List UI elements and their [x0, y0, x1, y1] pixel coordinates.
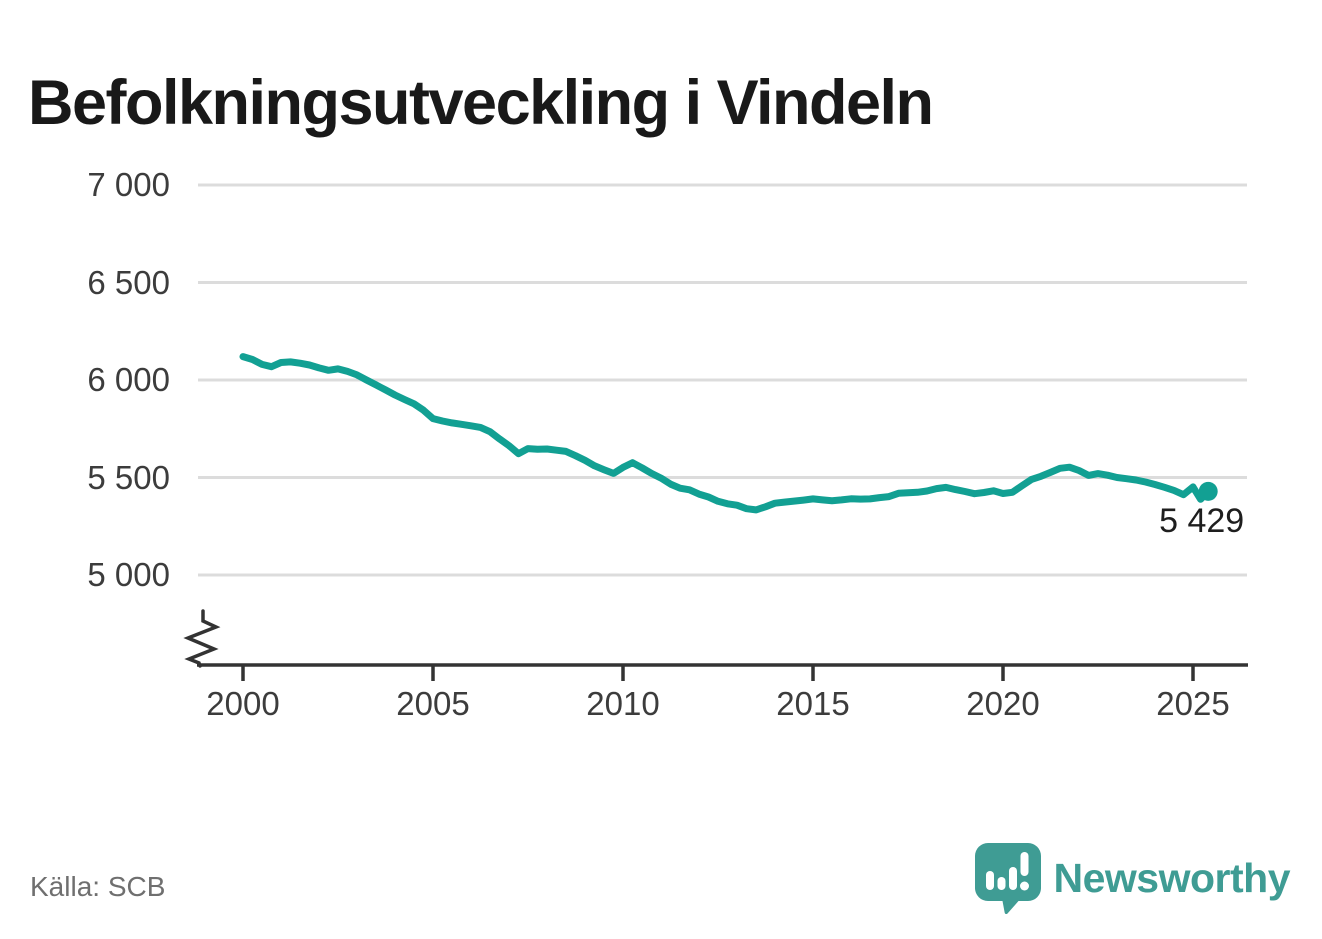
- newsworthy-bubble-chart-icon: [974, 842, 1041, 914]
- x-tick-label: 2005: [396, 685, 470, 722]
- x-tick-label: 2015: [776, 685, 850, 722]
- gridlines: [198, 183, 1247, 577]
- axis-break-icon: [183, 609, 221, 668]
- y-tick-label: 6 500: [87, 263, 170, 301]
- y-tick-label: 5 000: [87, 556, 170, 593]
- y-tick-label: 6 000: [87, 361, 170, 398]
- x-tick-label: 2010: [586, 685, 660, 722]
- last-value-label: 5 429: [1159, 502, 1245, 541]
- x-tick-label: 2025: [1156, 685, 1230, 722]
- population-line: [239, 353, 1212, 514]
- newsworthy-logo: Newsworthy: [974, 842, 1291, 914]
- source-note: Källa: SCB: [30, 871, 166, 902]
- y-tick-label: 7 000: [87, 166, 170, 203]
- y-tick-label: 5 500: [87, 458, 170, 496]
- x-tick-label: 2020: [966, 685, 1040, 722]
- page-title: Befolkningsutveckling i Vindeln: [28, 68, 934, 139]
- x-tick-label: 2000: [206, 685, 280, 722]
- brand-wordmark: Newsworthy: [1053, 854, 1291, 901]
- last-value-dot: [1198, 481, 1218, 501]
- x-axis-ticks: [241, 665, 1195, 681]
